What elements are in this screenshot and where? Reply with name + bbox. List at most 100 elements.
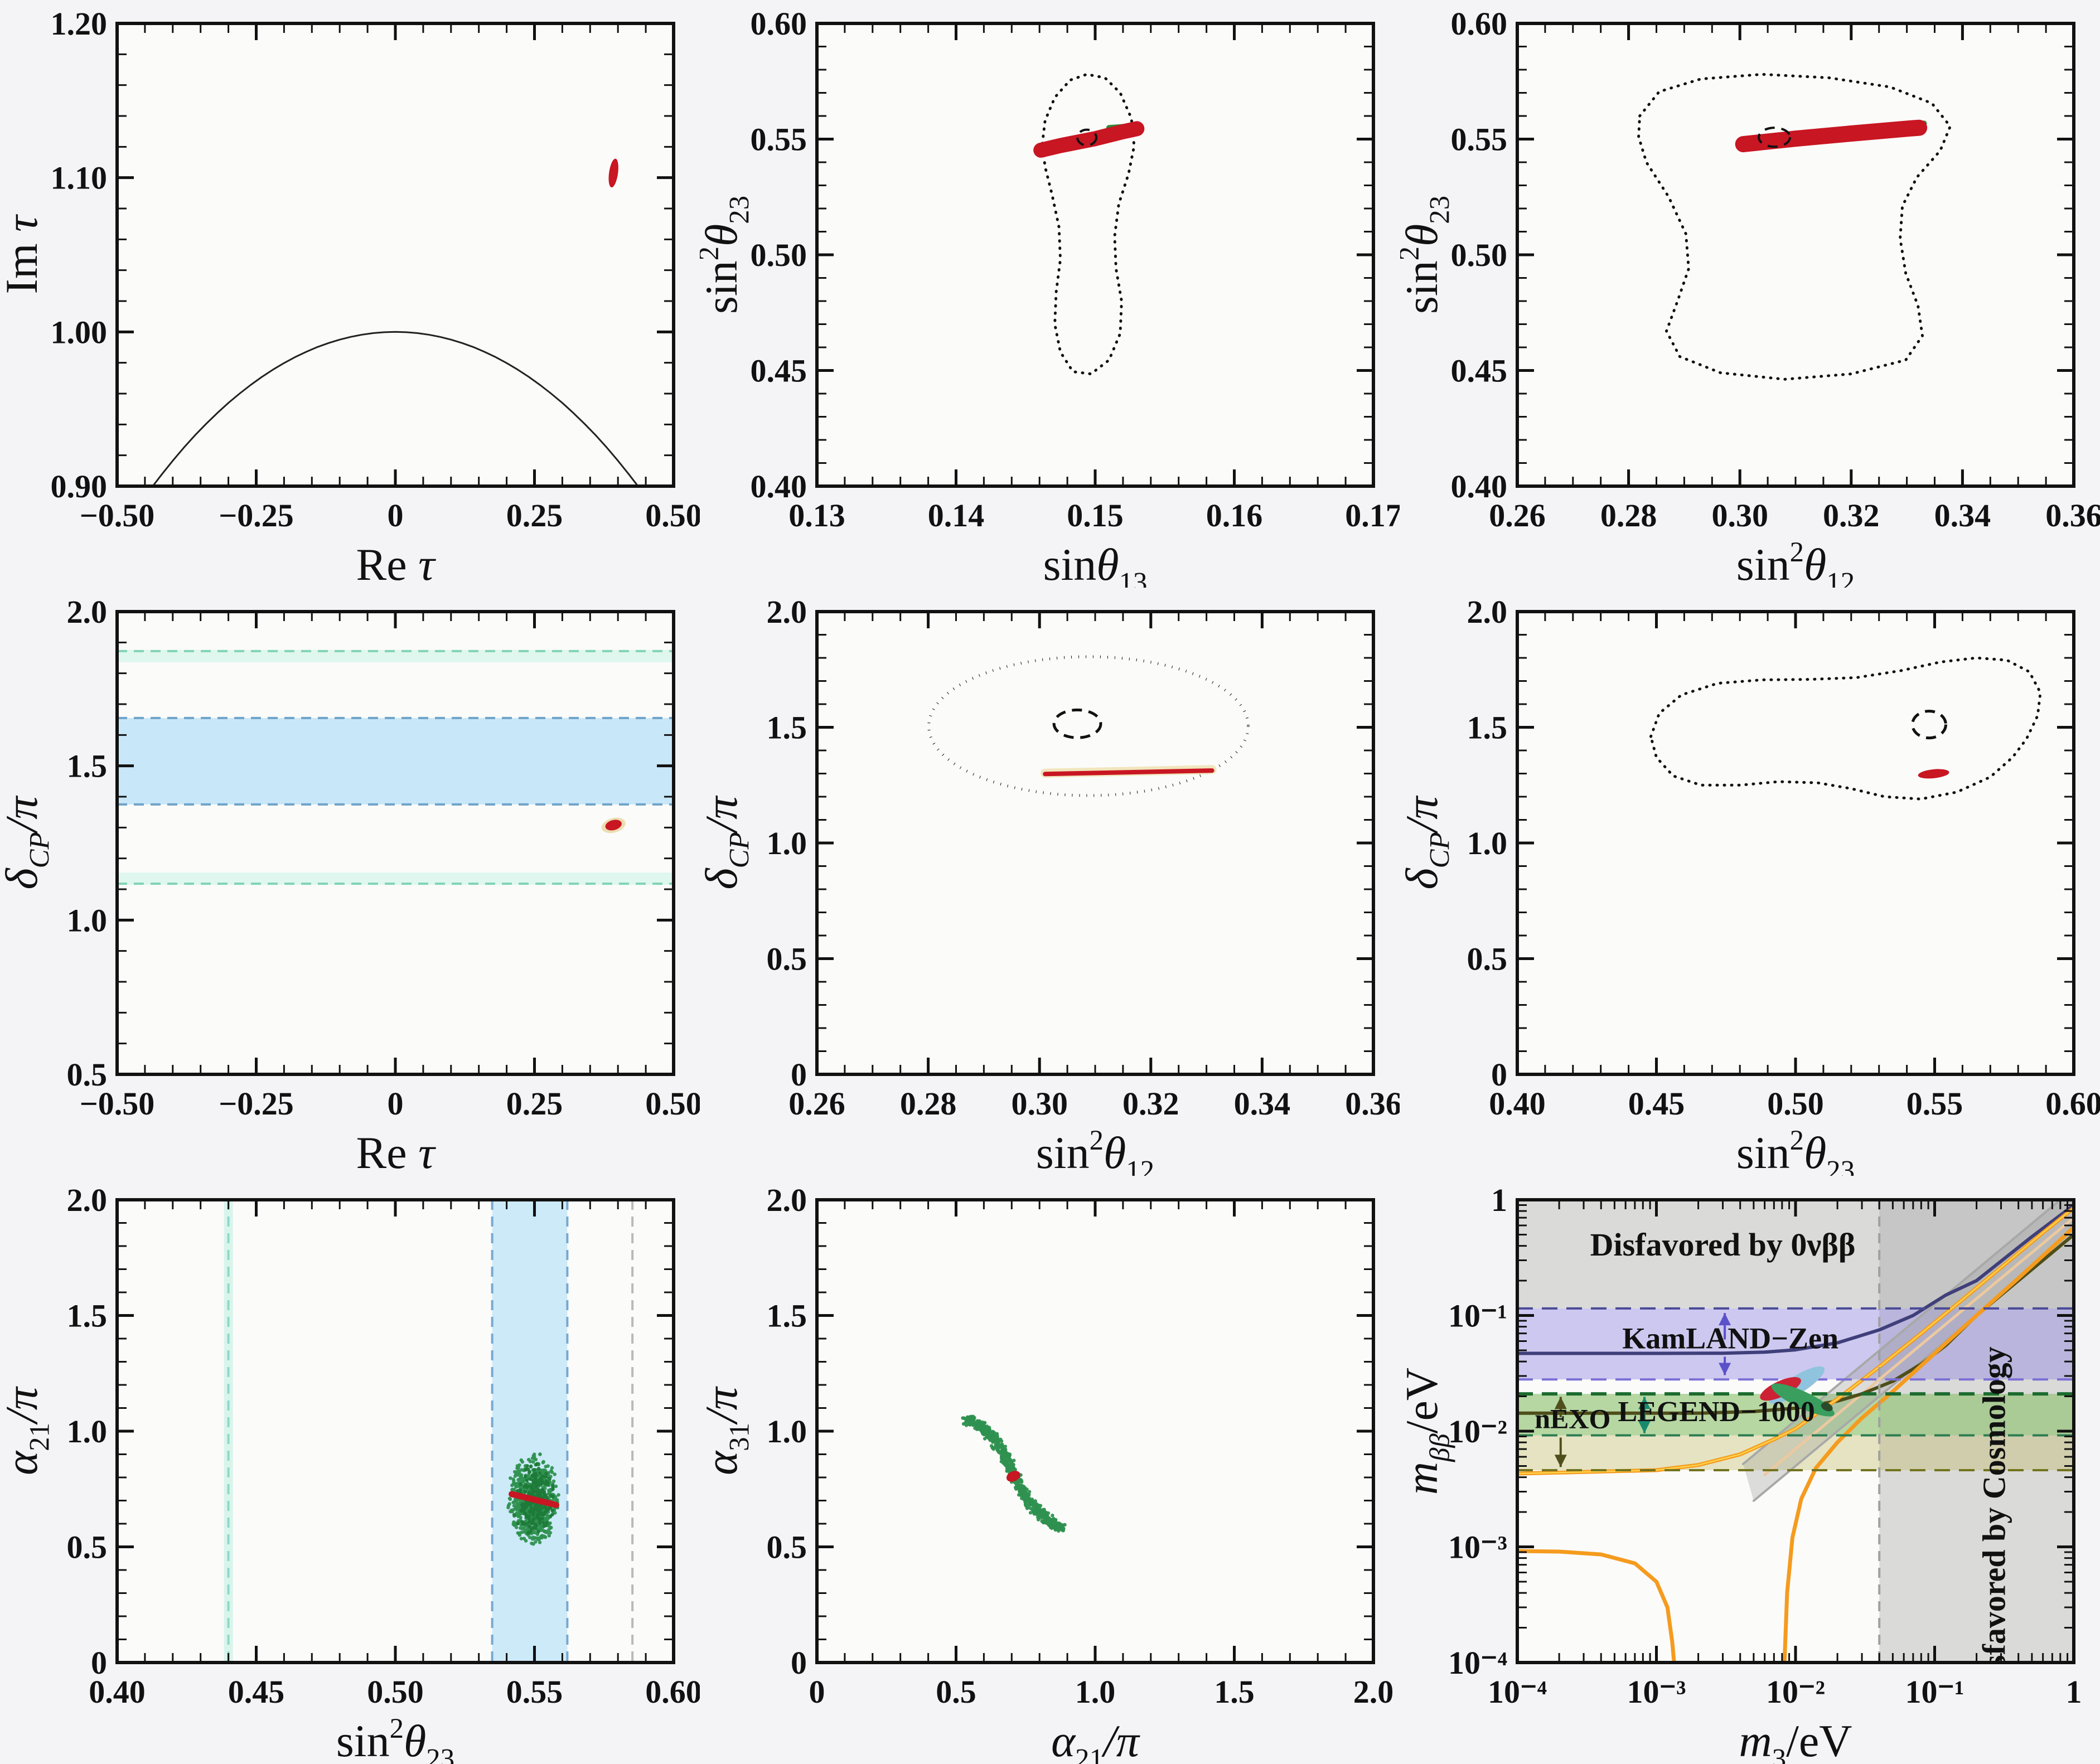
x-tick-label: −0.25 [219,497,294,534]
y-tick-label: 0 [1491,1057,1507,1093]
axis-ticks [815,610,1375,1076]
plot-area [117,650,674,885]
panel-dcp-vs-s12: 0.26 0.28 0.30 0.32 0.34 0.36 0 0.5 1.0 1.5 2.0 sin… [700,588,1400,1176]
x-axis-title: Re τ [356,1127,437,1176]
x-tick-label: 0.50 [367,1674,424,1710]
x-tick-label: 0.60 [645,1674,700,1710]
y-tick-label: 1.0 [767,1413,807,1450]
x-tick-label: 0.15 [1067,497,1124,534]
plot-area [1033,72,1145,376]
y-tick-label: 1.5 [67,748,108,784]
axis-ticks [815,22,1375,488]
label-disfavored-0vbb: Disfavored by 0νββ [1590,1227,1856,1263]
no-lower-funnel-right [1782,1225,2074,1663]
y-axis-title: δCP/π [700,796,754,890]
y-axis-title: sin2θ23 [1400,196,1455,314]
y-tick-label: 0.5 [67,1529,108,1566]
y-tick-label: 0.40 [1451,468,1508,505]
peach-line [1763,1216,2074,1476]
x-tick-label: 10⁻¹ [1905,1674,1964,1710]
y-tick-label: 0.55 [751,122,807,158]
x-tick-label: 0.13 [788,497,845,534]
disfavored-cosmology-region [1879,1200,2074,1663]
nexo-arrow-down [1554,1437,1567,1467]
y-tick-label: 0.50 [1451,237,1508,273]
panel-a21-vs-s23: 0.40 0.45 0.50 0.55 0.60 0 0.5 1.0 1.5 2.0 sin2θ23… [0,1176,700,1764]
y-tick-label: 1.00 [51,314,108,350]
y-tick-label: 0.90 [51,468,108,505]
legend-arrow [1638,1397,1651,1433]
y-tick-label: 1.10 [51,160,108,196]
chart-s23-vs-s12: 0.26 0.28 0.30 0.32 0.34 0.36 0.40 0.45 0.50 0.55… [1400,6,2100,588]
y-tick-label: 1.5 [1467,710,1508,746]
x-tick-label: 0.32 [1122,1085,1179,1122]
y-tick-label: 2.0 [767,1182,807,1218]
x-tick-label: 0.5 [936,1674,976,1710]
model-scatter-dark [512,1462,555,1535]
y-tick-label: 1 [1491,1182,1507,1218]
axis-ticks [115,1198,675,1664]
chart-s23-vs-s13: 0.13 0.14 0.15 0.16 0.17 0.40 0.45 0.50 0.55 0.60… [700,6,1400,588]
plot-area [152,158,639,486]
experiment-band-1sigma [117,718,674,805]
axis-ticks [115,610,675,1076]
y-tick-label: 10⁻² [1448,1413,1507,1450]
best-fit-region [605,820,622,831]
disfavored-0vbb-region [1517,1200,2074,1309]
3sigma-contour [1041,72,1136,376]
x-tick-label: 10⁻⁴ [1488,1674,1547,1710]
x-tick-label: 0.40 [1489,1085,1546,1122]
label-kamland-zen: KamLAND−Zen [1622,1321,1838,1355]
prediction-green-head [1821,1402,1833,1412]
x-tick-label: 10⁻³ [1627,1674,1686,1710]
panel-dcp-vs-s23: 0.40 0.45 0.50 0.55 0.60 0 0.5 1.0 1.5 2.0 sin2θ23… [1400,588,2100,1176]
kamland-arrow-down [1719,1356,1731,1375]
x-tick-label: 0.45 [1628,1085,1685,1122]
experiment-band-lower-3sigma [117,873,674,885]
panel-mbb-vs-m3: Disfavored by 0νββ KamLAND−Zen LEGEND−1000… [1400,1176,2100,1764]
x-axis-title: Re τ [356,539,437,588]
x-tick-label: 0.30 [1011,1085,1068,1122]
y-tick-label: 0.5 [1467,941,1508,977]
x-tick-label: 0 [388,1085,404,1122]
plot-area [224,1200,634,1663]
y-tick-label: 1.5 [767,1298,807,1334]
1sigma-contour [1758,127,1792,148]
y-tick-label: 1.0 [767,825,807,861]
no-upper-core [1517,1207,2074,1475]
x-tick-label: 0.50 [1767,1085,1824,1122]
y-axis-title: mββ/eV [1400,1368,1455,1495]
chart-imtau-vs-retau: −0.50 −0.25 0 0.25 0.50 0.90 1.00 1.10 1.20 Re τ I… [0,6,700,588]
x-axis-title: sin2θ12 [1036,1125,1154,1176]
x-tick-label: 0.50 [645,1085,700,1122]
y-tick-label: 1.0 [67,1413,108,1450]
x-tick-label: 0.36 [2045,497,2100,534]
y-axis-title: α21/π [0,1386,55,1475]
chart-a31-vs-a21: 0 0.5 1.0 1.5 2.0 0 0.5 1.0 1.5 2.0 α21/π α31/π [700,1182,1394,1764]
y-tick-label: 0.45 [1451,353,1508,389]
x-axis-title: α21/π [1051,1715,1140,1764]
red-points-band [1735,119,1928,153]
3sigma-contour [1649,656,2042,801]
y-tick-label: 2.0 [767,594,807,630]
x-tick-label: 2.0 [1353,1674,1394,1710]
nexo-arrow-up [1554,1397,1567,1417]
x-tick-label: −0.50 [80,497,155,534]
x-tick-label: 0.28 [900,1085,957,1122]
red-points-band [509,1491,559,1508]
x-axis-title: sin2θ12 [1736,536,1855,588]
y-tick-label: 2.0 [67,1182,108,1218]
x-tick-label: 10⁻² [1766,1674,1825,1710]
fundamental-domain-arc [152,331,639,486]
x-axis-title: sinθ13 [1043,539,1148,588]
1sigma-contour [1911,709,1947,740]
y-axis-title: sin2θ23 [700,196,754,314]
x-tick-label: −0.25 [219,1085,294,1122]
x-tick-label: 0.50 [645,497,700,534]
x-axis-title: sin2θ23 [336,1713,454,1764]
x-tick-label: 0.60 [2045,1085,2100,1122]
plot-area: Disfavored by 0νββ KamLAND−Zen LEGEND−1000… [1517,1200,2074,1663]
1sigma-band [492,1200,568,1663]
x-tick-label: 0.34 [1934,497,1991,534]
x-tick-label: 0.25 [506,497,563,534]
